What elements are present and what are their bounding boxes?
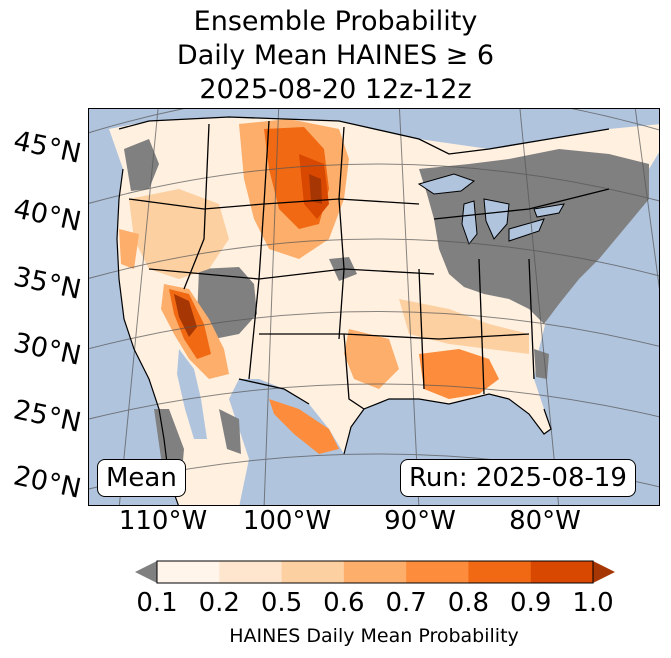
lat-label-35: 35°N — [10, 261, 84, 306]
lat-label-30: 30°N — [10, 327, 84, 372]
colorbar-tick-label: 0.5 — [260, 588, 303, 618]
colorbar-tick-label: 0.7 — [385, 588, 427, 618]
colorbar-tick-label: 0.8 — [447, 588, 490, 618]
colorbar-segment — [406, 561, 469, 583]
lat-label-40: 40°N — [10, 193, 84, 238]
colorbar-label: HAINES Daily Mean Probability — [229, 625, 519, 647]
stat-label-box: Mean — [97, 459, 186, 497]
colorbar-segment — [157, 561, 220, 583]
colorbar-segment — [343, 561, 407, 583]
colorbar-segment — [281, 561, 345, 583]
lon-label-80w: 80°W — [509, 506, 581, 536]
colorbar-tick-label: 0.6 — [323, 588, 365, 618]
chart-title-line-1: Ensemble Probability — [193, 6, 478, 37]
colorbar-tick-label: 0.1 — [136, 588, 178, 618]
chart-title-line-3: 2025-08-20 12z-12z — [199, 74, 472, 105]
colorbar-segment — [468, 561, 532, 583]
colorbar-tick-label: 0.2 — [198, 588, 240, 618]
lat-label-25: 25°N — [10, 394, 84, 439]
lat-label-20: 20°N — [10, 460, 84, 505]
colorbar-under-arrow — [135, 561, 157, 583]
lon-label-100w: 100°W — [242, 506, 332, 536]
great-lakes — [417, 173, 565, 246]
colorbar-segment — [530, 561, 594, 583]
chart-title-line-2: Daily Mean HAINES ≥ 6 — [176, 40, 495, 71]
state-borders — [118, 116, 610, 410]
probability-map — [89, 109, 659, 505]
colorbar-tick-label: 1.0 — [572, 588, 614, 618]
colorbar-tick-label: 0.9 — [510, 588, 552, 618]
colorbar-segment — [219, 561, 283, 583]
lon-label-110w: 110°W — [118, 506, 208, 536]
colorbar-segments — [157, 561, 594, 583]
colorbar-outline — [156, 560, 594, 584]
run-date-box: Run: 2025-08-19 — [400, 459, 636, 497]
gulf-of-california — [177, 349, 207, 439]
coastline — [116, 168, 552, 505]
colorbar-over-arrow — [593, 561, 615, 583]
lon-label-90w: 90°W — [384, 506, 456, 536]
colorbar — [135, 560, 615, 584]
lat-label-45: 45°N — [10, 125, 84, 170]
map-panel — [88, 108, 660, 506]
